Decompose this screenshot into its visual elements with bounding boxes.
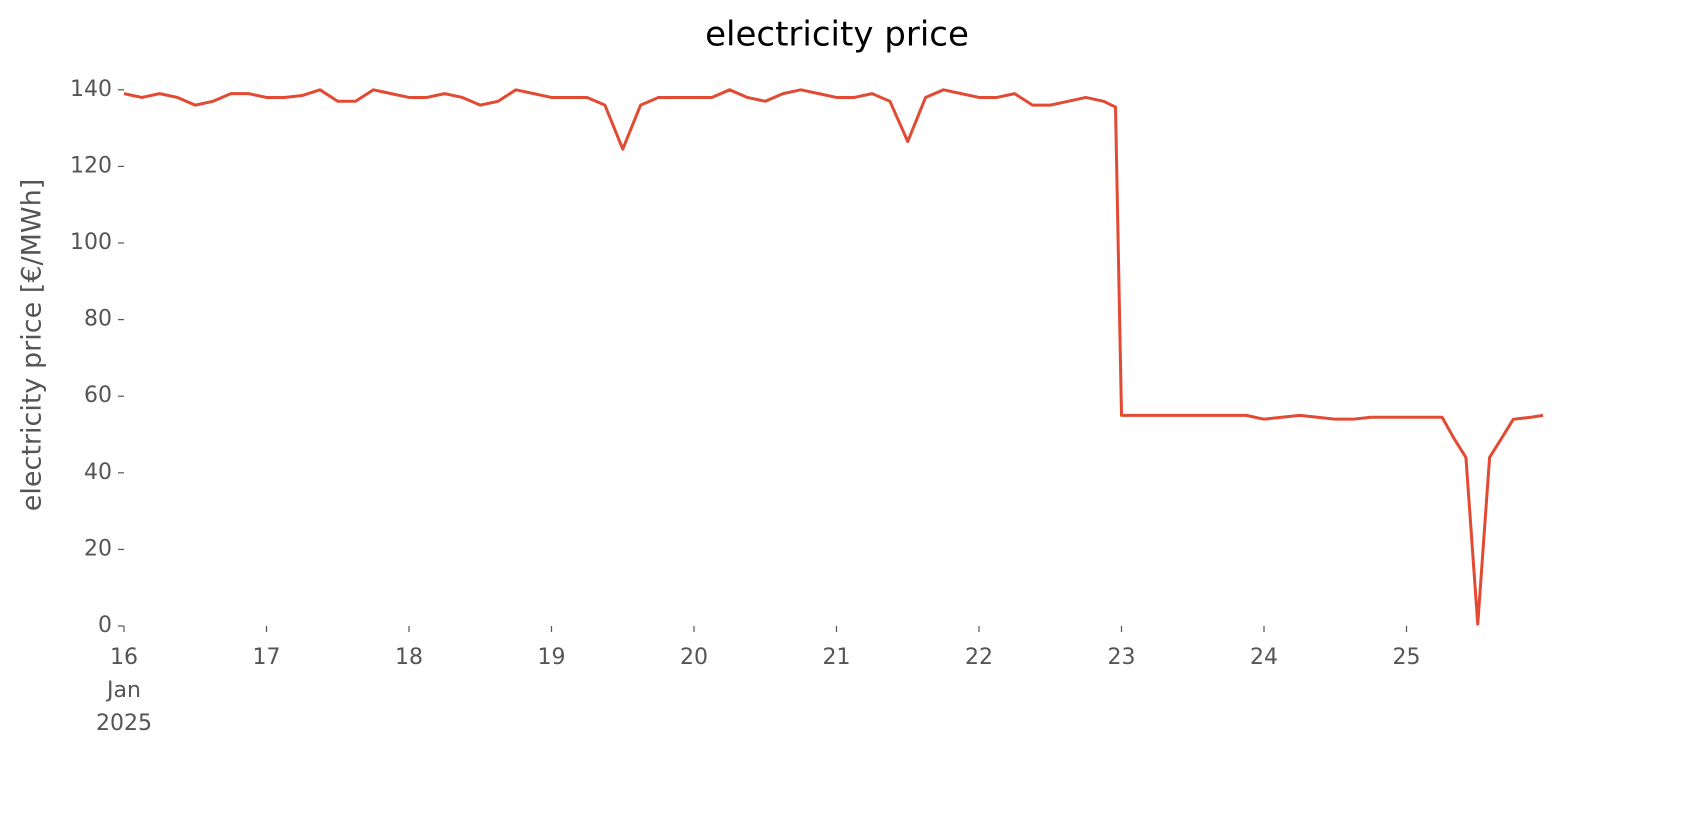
price-line — [123, 88, 1544, 626]
y-tick-label: 100 — [70, 230, 112, 255]
x-tick-label: 19 — [538, 645, 566, 670]
x-tick-label: 23 — [1108, 645, 1136, 670]
y-tick-label: 0 — [98, 613, 112, 638]
x-tick-label: 18 — [395, 645, 423, 670]
x-tick-label: 22 — [965, 645, 993, 670]
y-tick-label: 60 — [84, 383, 112, 408]
y-tick-label: 140 — [70, 77, 112, 102]
x-tick-label: 25 — [1393, 645, 1421, 670]
x-tick-label: 17 — [253, 645, 281, 670]
x-tick-label: 21 — [823, 645, 851, 670]
y-axis-label: electricity price [€/MWh] — [17, 179, 48, 511]
x-tick-label: 16 Jan 2025 — [96, 645, 152, 736]
y-tick-label: 20 — [84, 536, 112, 561]
chart-title: electricity price — [705, 15, 969, 55]
x-tick-label: 20 — [680, 645, 708, 670]
y-tick-label: 40 — [84, 460, 112, 485]
x-tick-label-line: 2025 — [96, 711, 152, 736]
x-tick-label-line: 16 — [110, 645, 138, 670]
x-tick-label-line: Jan — [105, 678, 141, 703]
x-tick-label: 24 — [1250, 645, 1278, 670]
y-tick-label: 120 — [70, 153, 112, 178]
y-tick-label: 80 — [84, 307, 112, 332]
